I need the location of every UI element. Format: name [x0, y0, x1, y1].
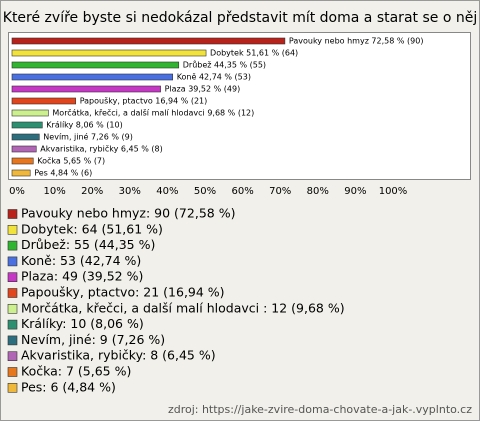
bar-label: Plaza 39,52 % (49) — [165, 85, 241, 94]
legend-label: Papoušky, ptactvo: 21 (16,94 %) — [21, 285, 225, 300]
legend-swatch — [7, 367, 18, 377]
bar-label: Drůbež 44,35 % (55) — [183, 60, 266, 70]
legend-label: Plaza: 49 (39,52 %) — [21, 269, 143, 284]
legend-swatch — [7, 288, 18, 298]
bar — [11, 145, 37, 153]
legend-label: Králíky: 10 (8,06 %) — [21, 316, 144, 331]
x-tick-label: 60% — [231, 186, 253, 197]
legend-label: Koně: 53 (42,74 %) — [21, 253, 141, 268]
x-tick-label: 0% — [9, 186, 25, 197]
legend-swatch — [7, 256, 18, 267]
legend-swatch — [7, 382, 18, 393]
legend-label: Nevím, jiné: 9 (7,26 %) — [21, 332, 165, 347]
bar — [11, 169, 31, 177]
bar-label: Pavouky nebo hmyz 72,58 % (90) — [289, 37, 424, 46]
legend-swatch — [7, 335, 18, 346]
x-tick-label: 90% — [344, 186, 366, 197]
legend-label: Drůbež: 55 (44,35 %) — [21, 237, 155, 252]
x-tick-label: 30% — [119, 186, 141, 197]
bar — [11, 121, 43, 129]
bar — [11, 61, 180, 69]
bar — [11, 97, 76, 105]
legend-swatch — [7, 240, 18, 251]
legend-label: Dobytek: 64 (51,61 %) — [21, 221, 163, 236]
x-tick-label: 20% — [81, 186, 103, 197]
legend-swatch — [7, 209, 18, 219]
bar-label: Koně 42,74 % (53) — [177, 73, 251, 82]
bar — [11, 37, 286, 45]
bar — [11, 157, 34, 165]
bar-label: Dobytek 51,61 % (64) — [210, 49, 298, 58]
bar — [11, 133, 40, 141]
x-tick-label: 80% — [307, 186, 329, 197]
legend-swatch — [7, 319, 18, 330]
x-tick-label: 100% — [379, 186, 408, 197]
bar — [11, 85, 161, 93]
source: zdroj: https://jake-zvire-doma-chovate-a… — [168, 403, 472, 416]
legend-swatch — [7, 303, 18, 314]
bar-label: Pes 4,84 % (6) — [34, 169, 92, 178]
x-tick-label: 40% — [156, 186, 178, 197]
legend-label: Akvaristika, rybičky: 8 (6,45 %) — [21, 348, 216, 363]
bar — [11, 109, 49, 117]
bar — [11, 73, 174, 81]
bar-label: Kočka 5,65 % (7) — [37, 156, 105, 166]
x-tick-label: 70% — [269, 186, 291, 197]
plot-area — [8, 32, 471, 180]
legend-label: Kočka: 7 (5,65 %) — [21, 364, 131, 379]
legend-label: Pavouky nebo hmyz: 90 (72,58 %) — [21, 206, 235, 221]
bar — [11, 49, 207, 57]
bar-label: Akvaristika, rybičky 6,45 % (8) — [40, 144, 162, 154]
bar-label: Králíky 8,06 % (10) — [46, 121, 122, 130]
bar-label: Nevím, jiné 7,26 % (9) — [43, 132, 133, 142]
x-tick-label: 10% — [43, 186, 65, 197]
legend-label: Pes: 6 (4,84 %) — [21, 379, 116, 394]
legend-swatch — [7, 351, 18, 362]
bar-label: Morčátka, křečci, a další malí hlodavci … — [52, 108, 254, 118]
chart-title: Které zvíře byste si nedokázal představi… — [3, 10, 477, 26]
legend-swatch — [7, 272, 18, 283]
legend-label: Morčátka, křečci, a další malí hlodavci … — [21, 300, 345, 315]
legend-swatch — [7, 225, 18, 235]
bar-label: Papoušky, ptactvo 16,94 % (21) — [80, 96, 208, 106]
x-tick-label: 50% — [194, 186, 216, 197]
